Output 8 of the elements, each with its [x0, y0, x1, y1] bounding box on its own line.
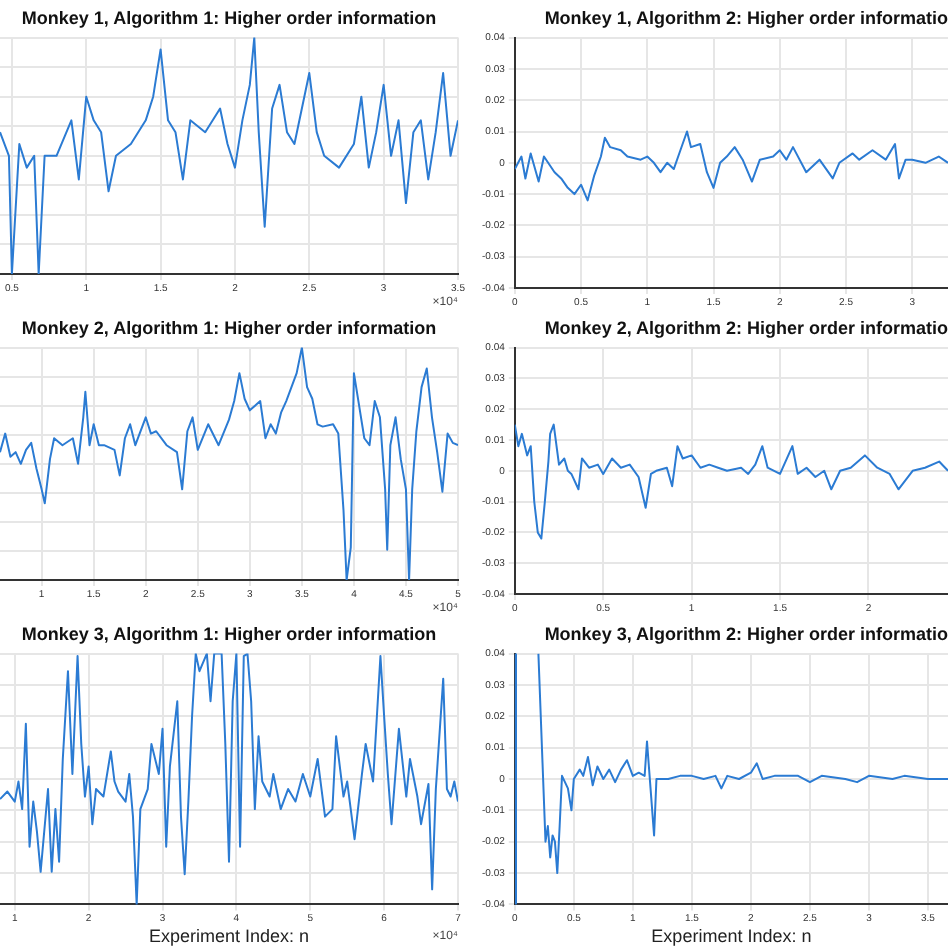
chart-title: Monkey 1, Algorithm 2: Higher order informatio: [544, 7, 948, 28]
chart-title: Monkey 2, Algorithm 1: Higher order information: [21, 317, 437, 338]
chart-title: Monkey 3, Algorithm 2: Higher order informatio: [544, 623, 948, 644]
x-axis-title: Experiment Index: n: [148, 926, 310, 947]
x-axis-title: Experiment Index: n: [651, 926, 812, 947]
chart-title: Monkey 2, Algorithm 2: Higher order informatio: [544, 317, 948, 338]
chart-title: Monkey 1, Algorithm 1: Higher order information: [21, 7, 437, 28]
chart-title: Monkey 3, Algorithm 1: Higher order information: [21, 623, 437, 644]
